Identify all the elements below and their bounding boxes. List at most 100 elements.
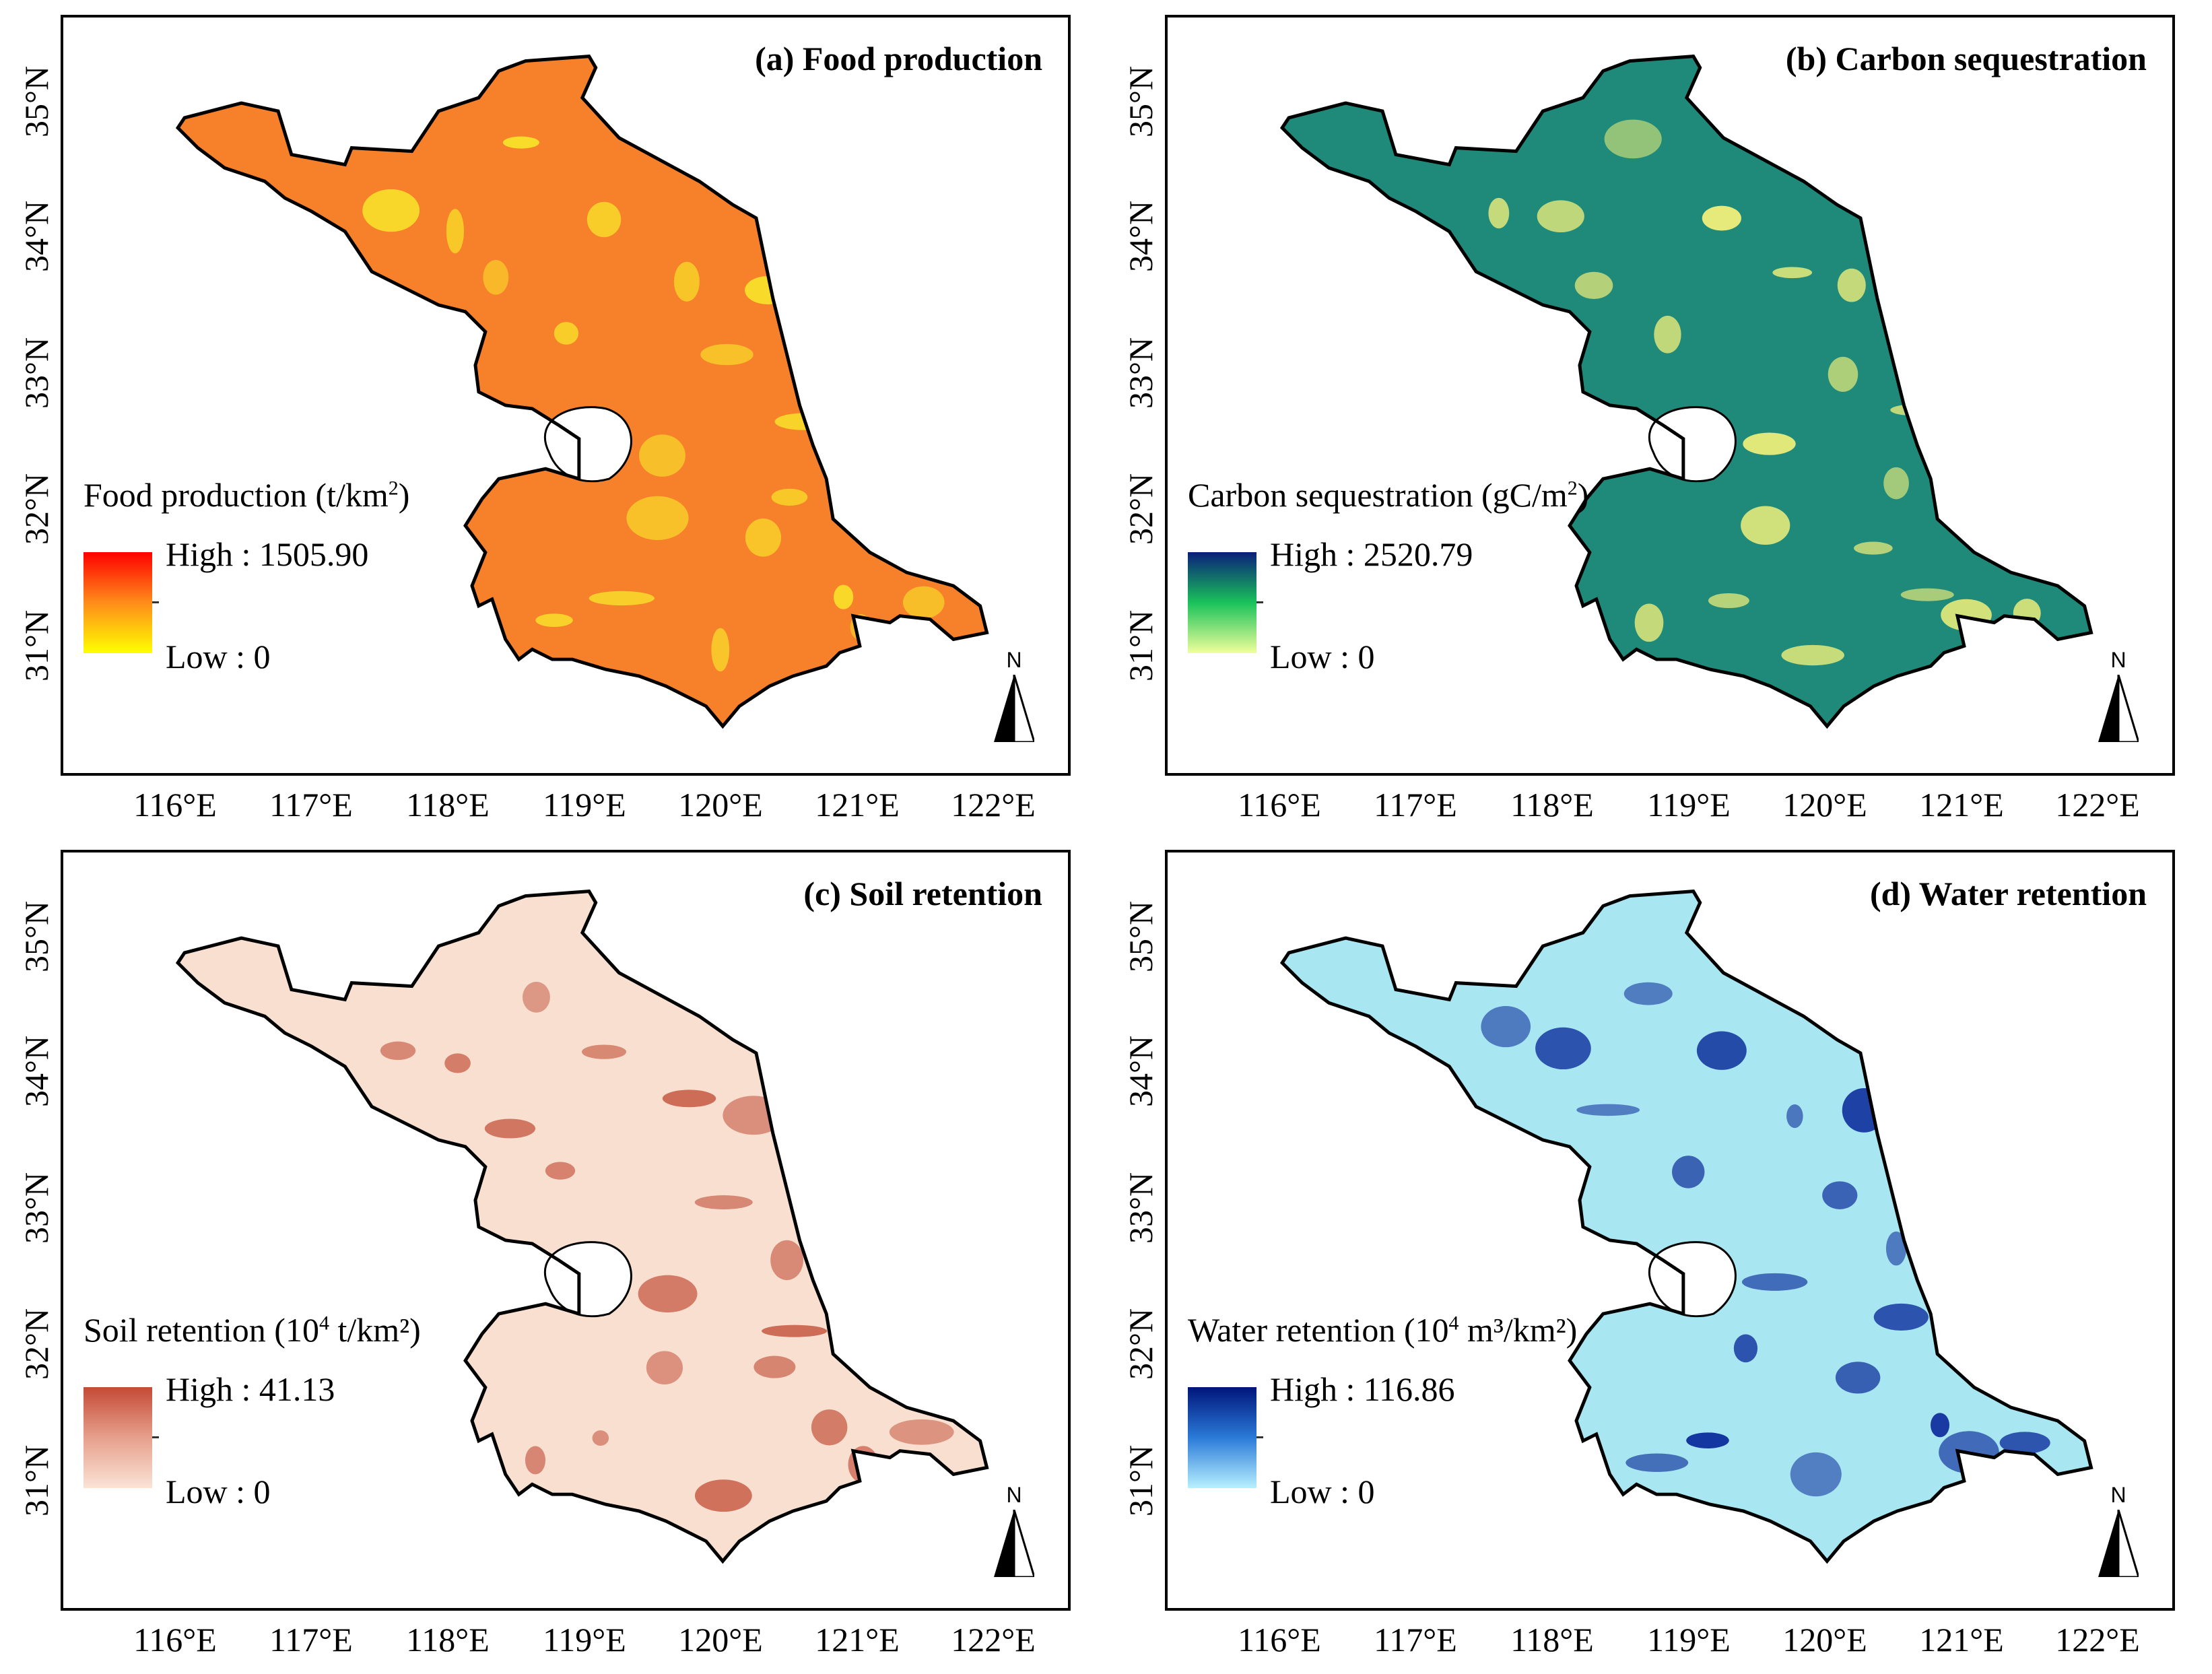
- longitude-label: 118°E: [1510, 1621, 1594, 1659]
- legend-low-label: Low : 0: [1270, 1473, 1375, 1510]
- north-arrow-letter: N: [1006, 1483, 1022, 1507]
- longitude-label: 119°E: [1647, 1621, 1731, 1659]
- lake-hongze: [543, 1241, 632, 1318]
- longitude-label: 116°E: [133, 786, 217, 824]
- latitude-label: 33°N: [18, 337, 55, 409]
- legend-high-label: High : 1505.90: [166, 535, 369, 573]
- legend-title: Carbon sequestration (gC/m2): [1188, 475, 1605, 514]
- latitude-label: 35°N: [18, 900, 55, 972]
- longitude-label: 119°E: [543, 786, 626, 824]
- longitude-label: 117°E: [1374, 786, 1457, 824]
- lake-hongze: [1648, 1241, 1737, 1318]
- latitude-label: 33°N: [1122, 1172, 1160, 1244]
- province-fill: [178, 891, 987, 1562]
- legend-high-label: High : 2520.79: [1270, 535, 1473, 573]
- latitude-label: 32°N: [1122, 473, 1160, 545]
- latitude-label: 34°N: [1122, 1035, 1160, 1107]
- province-map: [1279, 55, 2093, 729]
- legend-tick: [1256, 1436, 1263, 1438]
- province-map: [175, 890, 989, 1564]
- north-arrow-icon: N: [987, 1483, 1041, 1577]
- legend-color-ramp: [83, 552, 152, 653]
- latitude-label: 35°N: [18, 65, 55, 137]
- longitude-label: 118°E: [406, 1621, 490, 1659]
- latitude-label: 31°N: [18, 1444, 55, 1516]
- north-arrow-letter: N: [1006, 648, 1022, 672]
- map-pattern: [1481, 982, 2050, 1497]
- north-arrow-letter: N: [2110, 648, 2126, 672]
- legend-title-text: Carbon sequestration (gC/m: [1188, 476, 1568, 514]
- latitude-label: 31°N: [18, 609, 55, 681]
- longitude-label: 122°E: [2055, 1621, 2140, 1659]
- legend-low-label: Low : 0: [166, 1473, 271, 1510]
- panel-title: (d) Water retention: [1869, 875, 2147, 912]
- latitude-label: 35°N: [1122, 900, 1160, 972]
- north-arrow-icon: N: [2091, 1483, 2145, 1577]
- longitude-label: 122°E: [2055, 786, 2140, 824]
- longitude-label: 121°E: [1919, 1621, 2004, 1659]
- province-fill: [1282, 891, 2091, 1562]
- longitude-label: 120°E: [1782, 786, 1867, 824]
- latitude-label: 34°N: [18, 200, 55, 272]
- legend-title-superscript: 4: [1448, 1312, 1459, 1335]
- longitude-label: 117°E: [269, 1621, 353, 1659]
- north-arrow-icon: N: [987, 648, 1041, 742]
- legend-title-text: Soil retention (10: [83, 1311, 319, 1349]
- longitude-label: 121°E: [1919, 786, 2004, 824]
- legend-title-superscript: 2: [1567, 477, 1578, 500]
- north-arrow-icon: N: [2091, 648, 2145, 742]
- longitude-label: 120°E: [678, 1621, 763, 1659]
- latitude-label: 33°N: [1122, 337, 1160, 409]
- longitude-label: 118°E: [1510, 786, 1594, 824]
- latitude-label: 31°N: [1122, 609, 1160, 681]
- lake-hongze: [543, 406, 632, 483]
- map-panel-a: (a) Food production Food production (t/k…: [0, 0, 1077, 835]
- map-pattern: [362, 136, 945, 672]
- legend-color-ramp: [83, 1387, 152, 1488]
- province-map: [1279, 890, 2093, 1564]
- panel-title: (a) Food production: [755, 40, 1042, 77]
- longitude-label: 116°E: [1238, 1621, 1321, 1659]
- longitude-label: 119°E: [1647, 786, 1731, 824]
- longitude-label: 120°E: [1782, 1621, 1867, 1659]
- legend: Carbon sequestration (gC/m2) High : 2520…: [1188, 475, 1605, 675]
- latitude-label: 34°N: [1122, 200, 1160, 272]
- map-pattern: [1488, 119, 2041, 666]
- legend-title: Soil retention (104 t/km²): [83, 1310, 501, 1349]
- latitude-label: 32°N: [1122, 1308, 1160, 1380]
- longitude-label: 118°E: [406, 786, 490, 824]
- province-outline: [1279, 55, 2093, 729]
- north-arrow-letter: N: [2110, 1483, 2126, 1507]
- map-frame: (d) Water retention Water retention (104…: [1165, 850, 2175, 1611]
- legend: Water retention (104 m³/km²) High : 116.…: [1188, 1310, 1605, 1510]
- map-panel-c: (c) Soil retention Soil retention (104 t…: [0, 835, 1077, 1670]
- map-panel-d: (d) Water retention Water retention (104…: [1104, 835, 2182, 1670]
- latitude-label: 31°N: [1122, 1444, 1160, 1516]
- legend-tick: [152, 1436, 159, 1438]
- legend-title-superscript: 2: [388, 477, 399, 500]
- lake-hongze: [1648, 406, 1737, 483]
- map-panel-b: (b) Carbon sequestration Carbon sequestr…: [1104, 0, 2182, 835]
- legend: Food production (t/km2) High : 1505.90 L…: [83, 475, 501, 675]
- legend-title-text: Water retention (10: [1188, 1311, 1449, 1349]
- longitude-label: 120°E: [678, 786, 763, 824]
- legend-title-end: t/km²): [329, 1311, 421, 1349]
- longitude-label: 116°E: [1238, 786, 1321, 824]
- legend-tick: [1256, 601, 1263, 603]
- legend-high-label: High : 41.13: [166, 1370, 335, 1408]
- legend-title-text: Food production (t/km: [83, 476, 389, 514]
- latitude-label: 33°N: [18, 1172, 55, 1244]
- legend: Soil retention (104 t/km²) High : 41.13 …: [83, 1310, 501, 1510]
- legend-low-label: Low : 0: [166, 638, 271, 675]
- legend-title: Water retention (104 m³/km²): [1188, 1310, 1605, 1349]
- latitude-label: 32°N: [18, 1308, 55, 1380]
- legend-title-superscript: 4: [319, 1312, 329, 1335]
- longitude-label: 117°E: [269, 786, 353, 824]
- legend-title-end: ): [1577, 476, 1589, 514]
- legend-title-end: m³/km²): [1459, 1311, 1578, 1349]
- province-map: [175, 55, 989, 729]
- legend-low-label: Low : 0: [1270, 638, 1375, 675]
- map-frame: (c) Soil retention Soil retention (104 t…: [61, 850, 1071, 1611]
- legend-high-label: High : 116.86: [1270, 1370, 1455, 1408]
